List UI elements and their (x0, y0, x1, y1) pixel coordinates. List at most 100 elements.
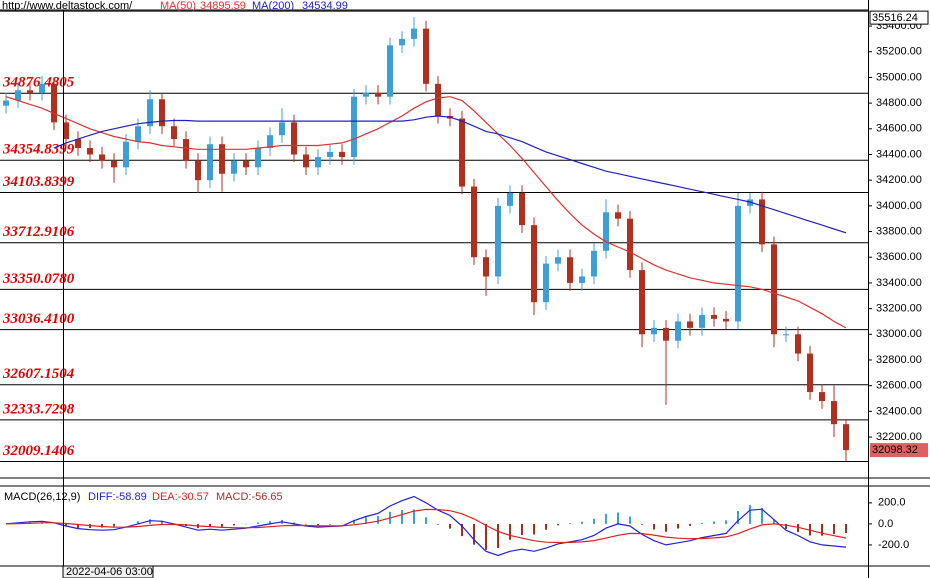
candle-body (231, 160, 237, 174)
legend-value: 34895.59 (200, 0, 246, 12)
candle-body (75, 139, 81, 149)
candle-body (555, 257, 561, 264)
candle-body (627, 218, 633, 271)
candle-body (687, 321, 693, 328)
candle-body (819, 392, 825, 402)
candle-body (207, 144, 213, 181)
candle-body (471, 186, 477, 258)
candle-body (723, 318, 729, 322)
last-price-label: 32098.32 (872, 444, 918, 456)
level-label: 32333.7298 (2, 401, 75, 417)
legend-name: MA(50) (160, 0, 196, 12)
level-label: 33350.0780 (2, 271, 75, 287)
source-label: http://www.deltastock.com/ (2, 0, 133, 12)
candle-body (51, 83, 57, 123)
candle-body (111, 160, 117, 168)
legend-value: 34534.99 (302, 0, 348, 12)
candle-body (351, 96, 357, 158)
candle-body (255, 148, 261, 168)
y-tick-label: 32200.00 (876, 431, 922, 443)
y-tick-label: 34000.00 (876, 200, 922, 212)
candle-body (771, 244, 777, 335)
candle-body (159, 99, 165, 127)
y-tick-label: 32400.00 (876, 405, 922, 417)
candle-body (483, 257, 489, 277)
candle-body (339, 151, 345, 158)
candle-body (3, 100, 9, 106)
y-tick-label: 33000.00 (876, 328, 922, 340)
candle-body (327, 151, 333, 158)
candle-body (651, 327, 657, 335)
candle-body (735, 205, 741, 322)
cursor-label: 2022-04-06 03:00 (66, 566, 153, 578)
level-label: 33712.9106 (2, 224, 75, 240)
candle-body (375, 92, 381, 97)
y-tick-label: 33200.00 (876, 303, 922, 315)
top-price-label: 35516.24 (872, 12, 918, 24)
y-tick-label: 35200.00 (876, 46, 922, 58)
candle-body (99, 154, 105, 161)
candle-body (603, 212, 609, 251)
candle-body (567, 257, 573, 283)
candle-body (147, 99, 153, 127)
level-label: 34354.8399 (2, 142, 75, 158)
candle-body (135, 126, 141, 142)
ma-line (5, 96, 847, 329)
candle-body (843, 424, 849, 451)
candle-body (675, 321, 681, 341)
candle-body (663, 327, 669, 341)
candle-body (399, 38, 405, 46)
macd-diff-label: DIFF:-58.89 (88, 491, 147, 503)
level-label: 33036.4100 (2, 311, 75, 327)
candle-body (423, 28, 429, 84)
candle-body (795, 334, 801, 354)
candle-body (27, 90, 33, 93)
y-tick-label: 200.0 (878, 497, 906, 509)
candle-body (507, 193, 513, 206)
top-price-box (869, 10, 929, 25)
candle-body (495, 205, 501, 277)
candle-body (411, 28, 417, 39)
candle-body (39, 83, 45, 93)
macd-dea-label: DEA:-30.57 (152, 491, 209, 503)
candle-body (435, 83, 441, 116)
candle-body (831, 401, 837, 425)
y-tick-label: 0.0 (878, 518, 893, 530)
candle-body (291, 122, 297, 155)
ma-line (53, 115, 847, 234)
candle-body (459, 118, 465, 187)
y-tick-label: 32600.00 (876, 380, 922, 392)
diff-line (5, 495, 847, 557)
y-tick-label: 33800.00 (876, 225, 922, 237)
y-tick-label: 33600.00 (876, 251, 922, 263)
level-label: 34103.8399 (2, 174, 75, 190)
candle-body (807, 353, 813, 393)
candle-body (387, 45, 393, 97)
level-label: 32009.1406 (2, 443, 75, 459)
price-panel: 32200.00 32400.00 32600.00 32800.00 33000.00… (0, 10, 929, 463)
candle-body (699, 315, 705, 328)
y-tick-label: -200.0 (878, 539, 909, 551)
candle-body (15, 90, 21, 101)
y-tick-label: 34200.00 (876, 174, 922, 186)
macd-panel: 200.0 0.0 -200.0 (5, 495, 909, 557)
candle-body (363, 92, 369, 97)
candle-body (279, 122, 285, 136)
candle-body (183, 139, 189, 161)
macd-value-label: MACD:-56.65 (216, 491, 283, 503)
candle-body (783, 334, 789, 336)
candle-body (615, 212, 621, 219)
dea-line (5, 508, 847, 544)
y-tick-label: 32800.00 (876, 354, 922, 366)
candle-body (195, 160, 201, 181)
candle-body (63, 122, 69, 140)
candle-body (543, 263, 549, 303)
y-tick-label: 34400.00 (876, 148, 922, 160)
candle-body (519, 193, 525, 226)
y-tick-label: 34800.00 (876, 97, 922, 109)
candle-body (171, 126, 177, 140)
candle-body (579, 276, 585, 283)
candle-body (303, 154, 309, 168)
candle-body (711, 315, 717, 319)
